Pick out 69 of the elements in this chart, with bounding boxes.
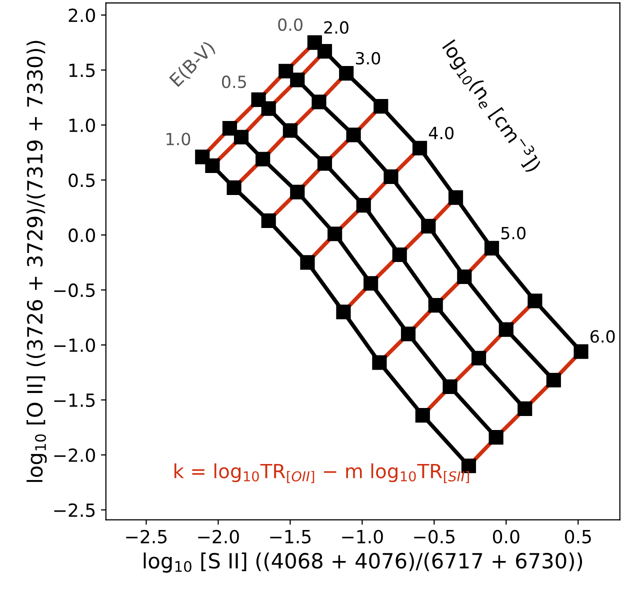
y-tick-label: 0.5: [68, 173, 95, 188]
y-tick-label: −1.0: [54, 338, 95, 352]
point: [528, 294, 542, 308]
point: [256, 152, 270, 166]
y-tick-label: 1.0: [69, 118, 95, 132]
annotation: 5.0: [501, 226, 526, 240]
point: [374, 99, 388, 114]
point: [457, 269, 472, 284]
y-tick-label: 2.0: [68, 8, 95, 22]
annotation: k = log$_{10}$TR$_{[OII]}$ − m log$_{10}$TR$_{[SII]}$: [174, 463, 469, 484]
point: [364, 276, 378, 291]
point: [226, 180, 242, 195]
annotation: 0.5: [222, 76, 246, 88]
point: [415, 408, 430, 423]
point: [356, 198, 371, 213]
y-tick-label: 1.5: [69, 64, 95, 78]
annotation: 2.0: [324, 21, 348, 34]
point: [392, 247, 407, 262]
annotation: 3.0: [356, 52, 380, 65]
point: [328, 226, 342, 242]
point: [222, 121, 238, 136]
point: [312, 94, 326, 110]
point: [384, 169, 398, 184]
y-tick-label: −2.5: [54, 503, 95, 517]
x-tick-label: −1.0: [342, 530, 383, 544]
point: [421, 218, 436, 234]
point: [400, 326, 416, 342]
y-tick-label: −1.5: [54, 394, 95, 408]
point: [234, 130, 249, 144]
x-tick-label: −1.5: [270, 530, 311, 544]
point: [498, 322, 514, 337]
point: [372, 355, 387, 370]
point: [278, 64, 294, 78]
y-tick-label: −0.5: [54, 283, 95, 298]
point: [574, 344, 588, 359]
point: [448, 190, 464, 205]
point: [346, 128, 361, 142]
point: [261, 101, 276, 116]
annotation: 1.0: [166, 132, 190, 146]
point: [290, 72, 305, 88]
point: [339, 66, 354, 81]
annotation: 4.0: [428, 126, 454, 140]
point: [472, 350, 486, 366]
x-tick-label: −2.0: [198, 530, 239, 544]
point: [518, 401, 532, 416]
annotation: 0.0: [278, 18, 302, 31]
point: [428, 298, 443, 313]
x-tick-label: −2.5: [126, 530, 167, 544]
point: [546, 372, 561, 388]
point: [336, 304, 351, 320]
y-tick-label: 0.0: [68, 228, 95, 242]
point: [290, 184, 305, 200]
annotation: 6.0: [590, 330, 615, 343]
point: [261, 213, 276, 228]
point: [484, 240, 500, 256]
point: [282, 123, 298, 138]
x-tick-label: −0.5: [414, 530, 455, 544]
x-tick-label: 0.0: [492, 530, 520, 544]
point: [300, 255, 315, 270]
y-tick-label: −2.0: [54, 448, 95, 462]
point: [317, 44, 332, 59]
x-axis-title: log$_{10}$ [S II] ((4068 + 4076)/(6717 + 6730)): [144, 552, 582, 573]
point: [488, 430, 504, 445]
x-tick-label: 0.5: [564, 530, 591, 544]
y-axis-title: log$_{10}$ [O II] ((3726 + 3729)/(7319 + 7330)): [26, 40, 47, 482]
point: [442, 379, 458, 394]
point: [317, 156, 332, 171]
point: [205, 158, 220, 173]
point: [412, 140, 428, 156]
